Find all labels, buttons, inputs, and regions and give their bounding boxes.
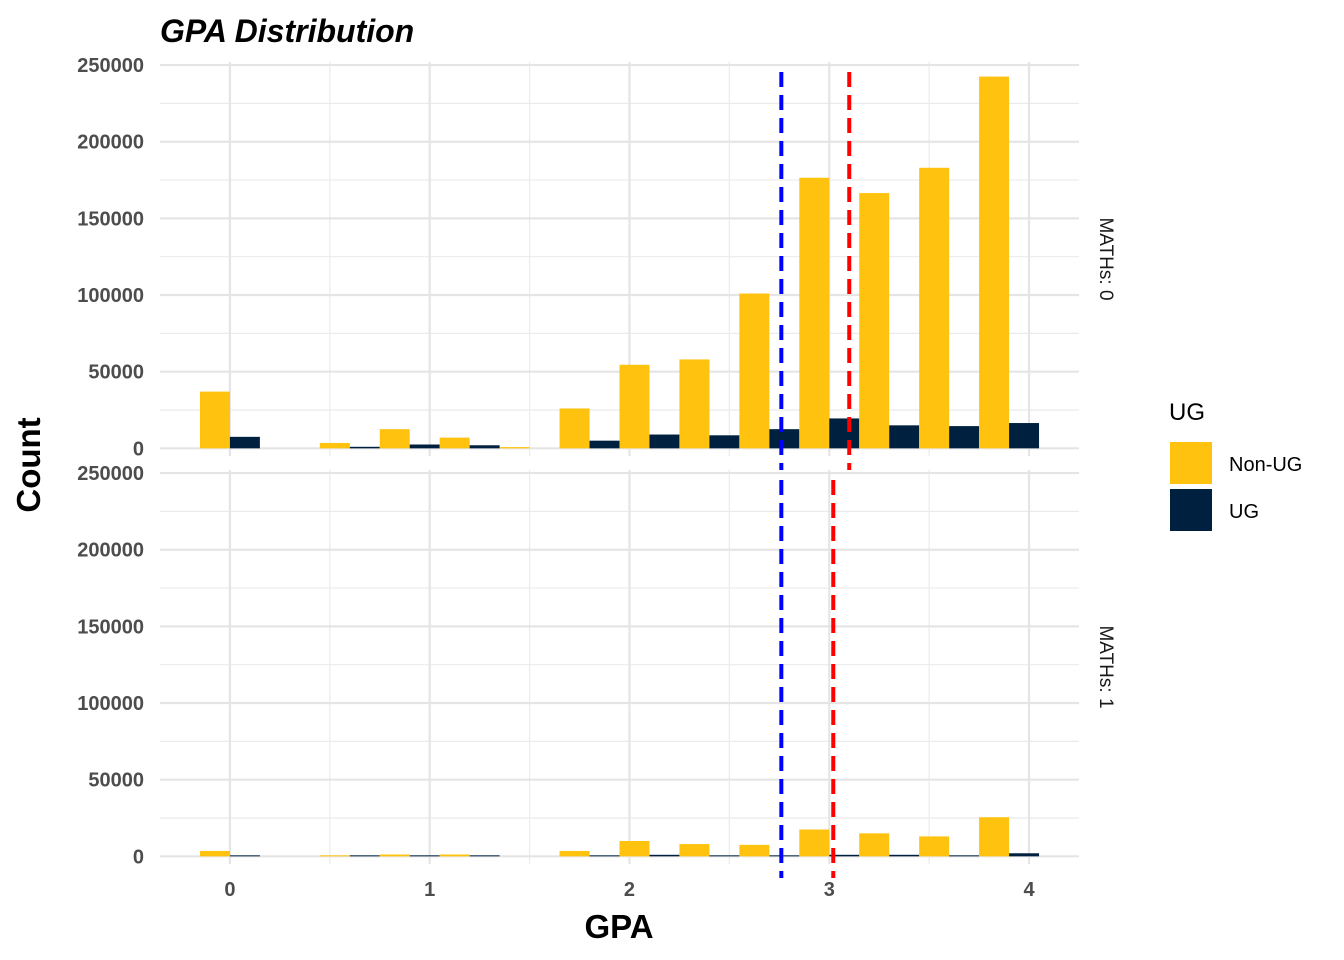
legend-title: UG	[1169, 399, 1205, 426]
legend: Non-UG UG	[1170, 442, 1302, 531]
bar-non-ug	[979, 76, 1010, 449]
bar-non-ug	[439, 437, 470, 449]
bar-non-ug	[799, 177, 830, 449]
bar-ug	[409, 444, 440, 449]
bar-ug	[949, 855, 980, 857]
bar-ug	[469, 445, 500, 449]
y-tick-label: 200000	[77, 540, 144, 562]
bar-ug	[589, 440, 620, 449]
bar-non-ug	[859, 833, 890, 857]
legend-label: UG	[1229, 501, 1259, 523]
bar-non-ug	[439, 854, 470, 857]
bar-ug	[769, 855, 800, 857]
bar-ug	[769, 429, 800, 449]
bar-non-ug	[319, 855, 350, 857]
bar-non-ug	[739, 293, 770, 449]
plot-layer: 0 50000 100000 150000 200000 250000 MATHs: 0 0 5…	[77, 55, 1116, 901]
bar-ug	[589, 855, 620, 857]
bar-ug	[349, 446, 380, 449]
y-tick-label: 200000	[77, 132, 144, 154]
bar-non-ug	[199, 850, 230, 857]
bar-non-ug	[199, 391, 230, 449]
y-tick-label: 50000	[88, 770, 144, 792]
x-tick-label: 0	[224, 879, 235, 901]
bar-ug	[649, 854, 680, 857]
bar-non-ug	[679, 844, 710, 857]
bar-non-ug	[679, 359, 710, 449]
bar-ug	[229, 436, 260, 449]
bar-non-ug	[799, 829, 830, 857]
y-tick-label: 100000	[77, 693, 144, 715]
bar-ug	[469, 855, 500, 857]
bar-ug	[709, 855, 740, 857]
y-tick-label: 250000	[77, 55, 144, 77]
bar-non-ug	[499, 447, 530, 449]
bar-non-ug	[379, 429, 410, 449]
y-tick-label: 0	[133, 438, 144, 460]
bar-non-ug	[979, 817, 1010, 857]
x-tick-label: 1	[424, 879, 435, 901]
x-axis-title: GPA	[584, 908, 653, 945]
bar-ug	[889, 425, 920, 449]
legend-swatch-non-ug	[1170, 442, 1212, 484]
bar-ug	[409, 855, 440, 857]
y-axis-title: Count	[10, 417, 47, 512]
bar-ug	[349, 855, 380, 857]
x-tick-label: 2	[624, 879, 635, 901]
y-tick-label: 100000	[77, 285, 144, 307]
bar-ug	[1009, 853, 1040, 857]
bar-non-ug	[619, 841, 650, 857]
bar-non-ug	[319, 442, 350, 449]
bar-ug	[829, 418, 860, 449]
bar-non-ug	[559, 408, 590, 449]
bar-ug	[829, 854, 860, 857]
legend-swatch-ug	[1170, 489, 1212, 531]
bar-ug	[889, 854, 920, 857]
y-tick-label: 250000	[77, 463, 144, 485]
facet-strip-label: MATHs: 0	[1095, 217, 1116, 300]
bar-ug	[1009, 423, 1040, 449]
facet-strip-label: MATHs: 1	[1095, 625, 1116, 708]
bar-ug	[229, 855, 260, 857]
bar-non-ug	[739, 844, 770, 857]
y-tick-label: 0	[133, 846, 144, 868]
chart-title: GPA Distribution	[160, 13, 414, 49]
bar-non-ug	[559, 850, 590, 857]
bar-ug	[649, 434, 680, 449]
y-tick-label: 150000	[77, 208, 144, 230]
x-tick-label: 4	[1023, 879, 1035, 901]
legend-label: Non-UG	[1229, 454, 1302, 476]
bar-non-ug	[619, 364, 650, 449]
bar-ug	[949, 426, 980, 449]
x-tick-label: 3	[824, 879, 835, 901]
bar-non-ug	[919, 836, 950, 857]
y-tick-label: 50000	[88, 362, 144, 384]
bar-non-ug	[919, 167, 950, 449]
bar-non-ug	[379, 854, 410, 857]
y-tick-label: 150000	[77, 616, 144, 638]
bar-non-ug	[859, 193, 890, 449]
bar-ug	[709, 435, 740, 449]
